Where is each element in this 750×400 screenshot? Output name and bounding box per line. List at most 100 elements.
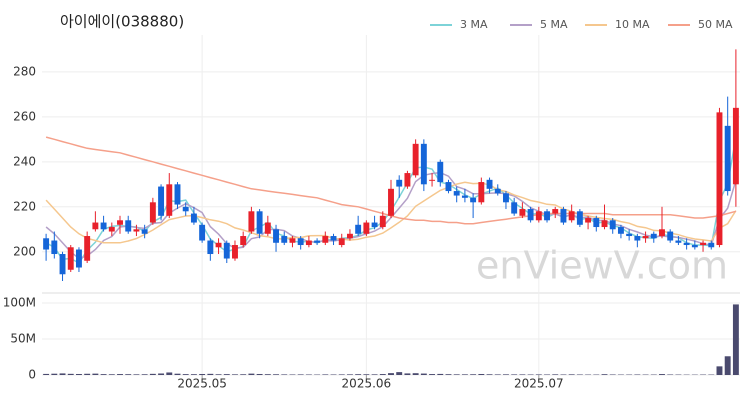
volume-bar bbox=[108, 374, 115, 375]
candle-body bbox=[51, 240, 58, 255]
volume-bar bbox=[75, 373, 82, 375]
candle-body bbox=[297, 238, 304, 246]
volume-tick-label: 100M bbox=[3, 295, 36, 309]
volume-bar bbox=[388, 373, 394, 375]
volume-bar bbox=[716, 366, 723, 375]
candle-body bbox=[355, 224, 362, 234]
volume-bar bbox=[478, 373, 485, 375]
candle-body bbox=[338, 238, 345, 246]
candle-body bbox=[223, 242, 230, 259]
chart-title: 아이에이(038880) bbox=[60, 13, 184, 31]
candle-body bbox=[158, 186, 165, 216]
candle-body bbox=[700, 242, 707, 246]
volume-bar bbox=[511, 374, 518, 375]
candle-body bbox=[675, 240, 682, 243]
candle-body bbox=[568, 211, 575, 221]
volume-bar bbox=[182, 374, 189, 375]
candle-body bbox=[552, 209, 559, 214]
candle-body bbox=[141, 229, 148, 234]
volume-bar bbox=[199, 373, 206, 375]
volume-bar bbox=[223, 374, 230, 375]
candle-body bbox=[544, 211, 550, 221]
volume-bar bbox=[412, 373, 419, 375]
volume-bar bbox=[527, 374, 534, 375]
candle-body bbox=[281, 236, 288, 243]
volume-bar bbox=[659, 374, 665, 375]
candle-body bbox=[117, 220, 123, 225]
volume-bar bbox=[404, 373, 411, 375]
volume-bar bbox=[67, 373, 74, 375]
volume-bar bbox=[568, 374, 575, 375]
volume-bar bbox=[453, 374, 460, 375]
y-tick-label: 220 bbox=[13, 199, 36, 213]
candle-body bbox=[43, 238, 50, 250]
volume-bar bbox=[166, 372, 173, 375]
candle-body bbox=[642, 236, 649, 239]
y-tick-label: 240 bbox=[13, 154, 36, 168]
ma-line bbox=[45, 181, 737, 244]
volume-bar bbox=[289, 374, 296, 375]
candle-body bbox=[133, 229, 140, 232]
volume-bar bbox=[461, 374, 468, 375]
volume-bar bbox=[273, 374, 279, 375]
y-tick-label: 260 bbox=[13, 109, 36, 123]
candle-body bbox=[75, 249, 82, 268]
volume-bar bbox=[43, 373, 50, 375]
candle-body bbox=[207, 240, 214, 255]
candle-body bbox=[732, 107, 739, 185]
volume-bar bbox=[215, 374, 222, 375]
candle-body bbox=[691, 245, 698, 248]
candle-body bbox=[314, 240, 321, 243]
candle-body bbox=[322, 236, 329, 243]
volume-bar bbox=[125, 374, 132, 375]
candle-body bbox=[388, 188, 394, 216]
candle-body bbox=[67, 247, 74, 270]
candle-body bbox=[593, 218, 600, 228]
candle-body bbox=[149, 202, 156, 223]
volume-bar bbox=[297, 374, 304, 375]
volume-bar bbox=[535, 374, 542, 375]
candle-body bbox=[576, 211, 583, 225]
candle-body bbox=[461, 195, 468, 198]
volume-bar bbox=[207, 373, 214, 375]
volume-bar bbox=[363, 374, 370, 375]
candle-body bbox=[519, 209, 526, 216]
volume-bar bbox=[149, 373, 156, 375]
volume-bar bbox=[92, 373, 99, 375]
candle-body bbox=[585, 218, 592, 223]
candle-body bbox=[724, 125, 731, 192]
volume-bar bbox=[281, 374, 288, 375]
candle-body bbox=[683, 242, 690, 246]
legend-label: 5 MA bbox=[540, 18, 568, 31]
volume-bar bbox=[552, 374, 559, 375]
volume-bar bbox=[338, 374, 345, 375]
candle-body bbox=[601, 220, 608, 228]
volume-bar bbox=[264, 374, 271, 375]
candle-body bbox=[330, 236, 337, 241]
candle-body bbox=[289, 238, 296, 243]
candle-body bbox=[511, 202, 518, 214]
candle-body bbox=[59, 254, 66, 275]
candle-body bbox=[659, 229, 665, 237]
candle-body bbox=[240, 236, 247, 246]
volume-bar bbox=[445, 374, 452, 375]
volume-bar bbox=[51, 373, 58, 375]
volume-bar bbox=[634, 374, 641, 375]
volume-bar bbox=[84, 373, 91, 375]
volume-bar bbox=[240, 374, 247, 375]
candle-body bbox=[404, 173, 411, 187]
volume-bar bbox=[248, 373, 255, 375]
volume-bar bbox=[576, 374, 583, 375]
volume-tick-label: 50M bbox=[10, 331, 36, 345]
volume-bar bbox=[330, 374, 337, 375]
volume-bar bbox=[724, 356, 731, 375]
volume-bar bbox=[429, 374, 436, 375]
volume-bar bbox=[601, 374, 608, 375]
candle-body bbox=[232, 245, 238, 259]
volume-bar bbox=[486, 374, 493, 375]
volume-tick-label: 0 bbox=[28, 368, 36, 382]
volume-bar bbox=[232, 374, 238, 375]
volume-bar bbox=[470, 374, 477, 375]
